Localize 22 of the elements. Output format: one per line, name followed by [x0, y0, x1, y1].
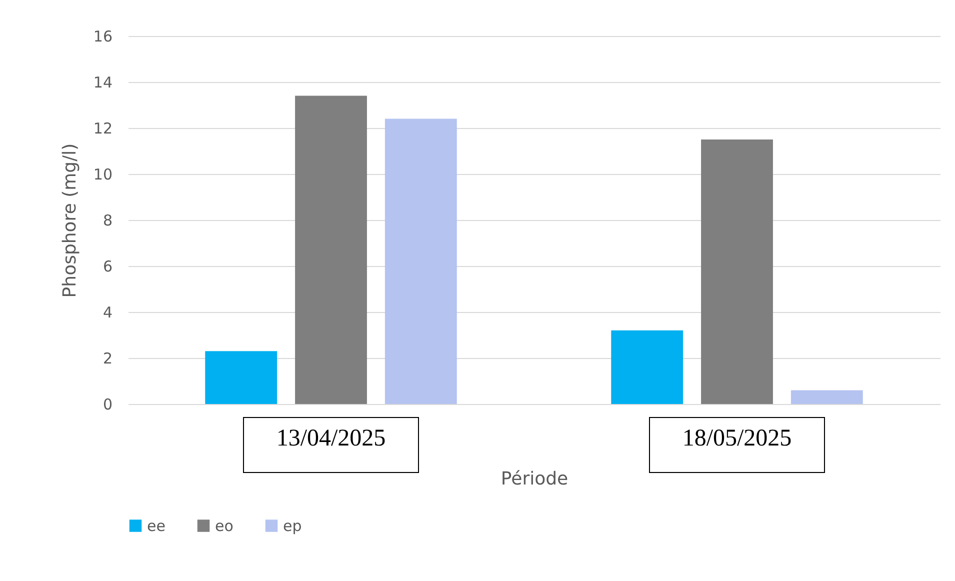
- bar: [790, 390, 863, 404]
- y-tick-label: 14: [93, 74, 112, 92]
- legend-label: ee: [147, 516, 166, 535]
- y-tick-label: 10: [93, 166, 112, 184]
- bar: [205, 351, 278, 404]
- bar: [295, 96, 367, 404]
- bar: [384, 118, 457, 404]
- y-axis-title: Phosphore (mg/l): [59, 143, 80, 298]
- x-tick-label: 18/05/2025: [682, 426, 792, 452]
- y-tick-label: 16: [93, 28, 112, 46]
- y-tick-label: 6: [102, 258, 112, 276]
- legend-label: ep: [283, 516, 302, 535]
- bar: [701, 140, 773, 404]
- y-tick-label: 4: [102, 304, 112, 322]
- x-axis-title: Période: [500, 468, 568, 490]
- x-tick-label: 13/04/2025: [276, 426, 386, 452]
- y-tick-label: 8: [102, 212, 112, 230]
- legend-label: eo: [215, 516, 234, 535]
- y-tick-label: 12: [93, 120, 112, 138]
- bar: [611, 330, 684, 404]
- y-tick-label: 0: [102, 396, 112, 414]
- y-tick-label: 2: [102, 350, 112, 368]
